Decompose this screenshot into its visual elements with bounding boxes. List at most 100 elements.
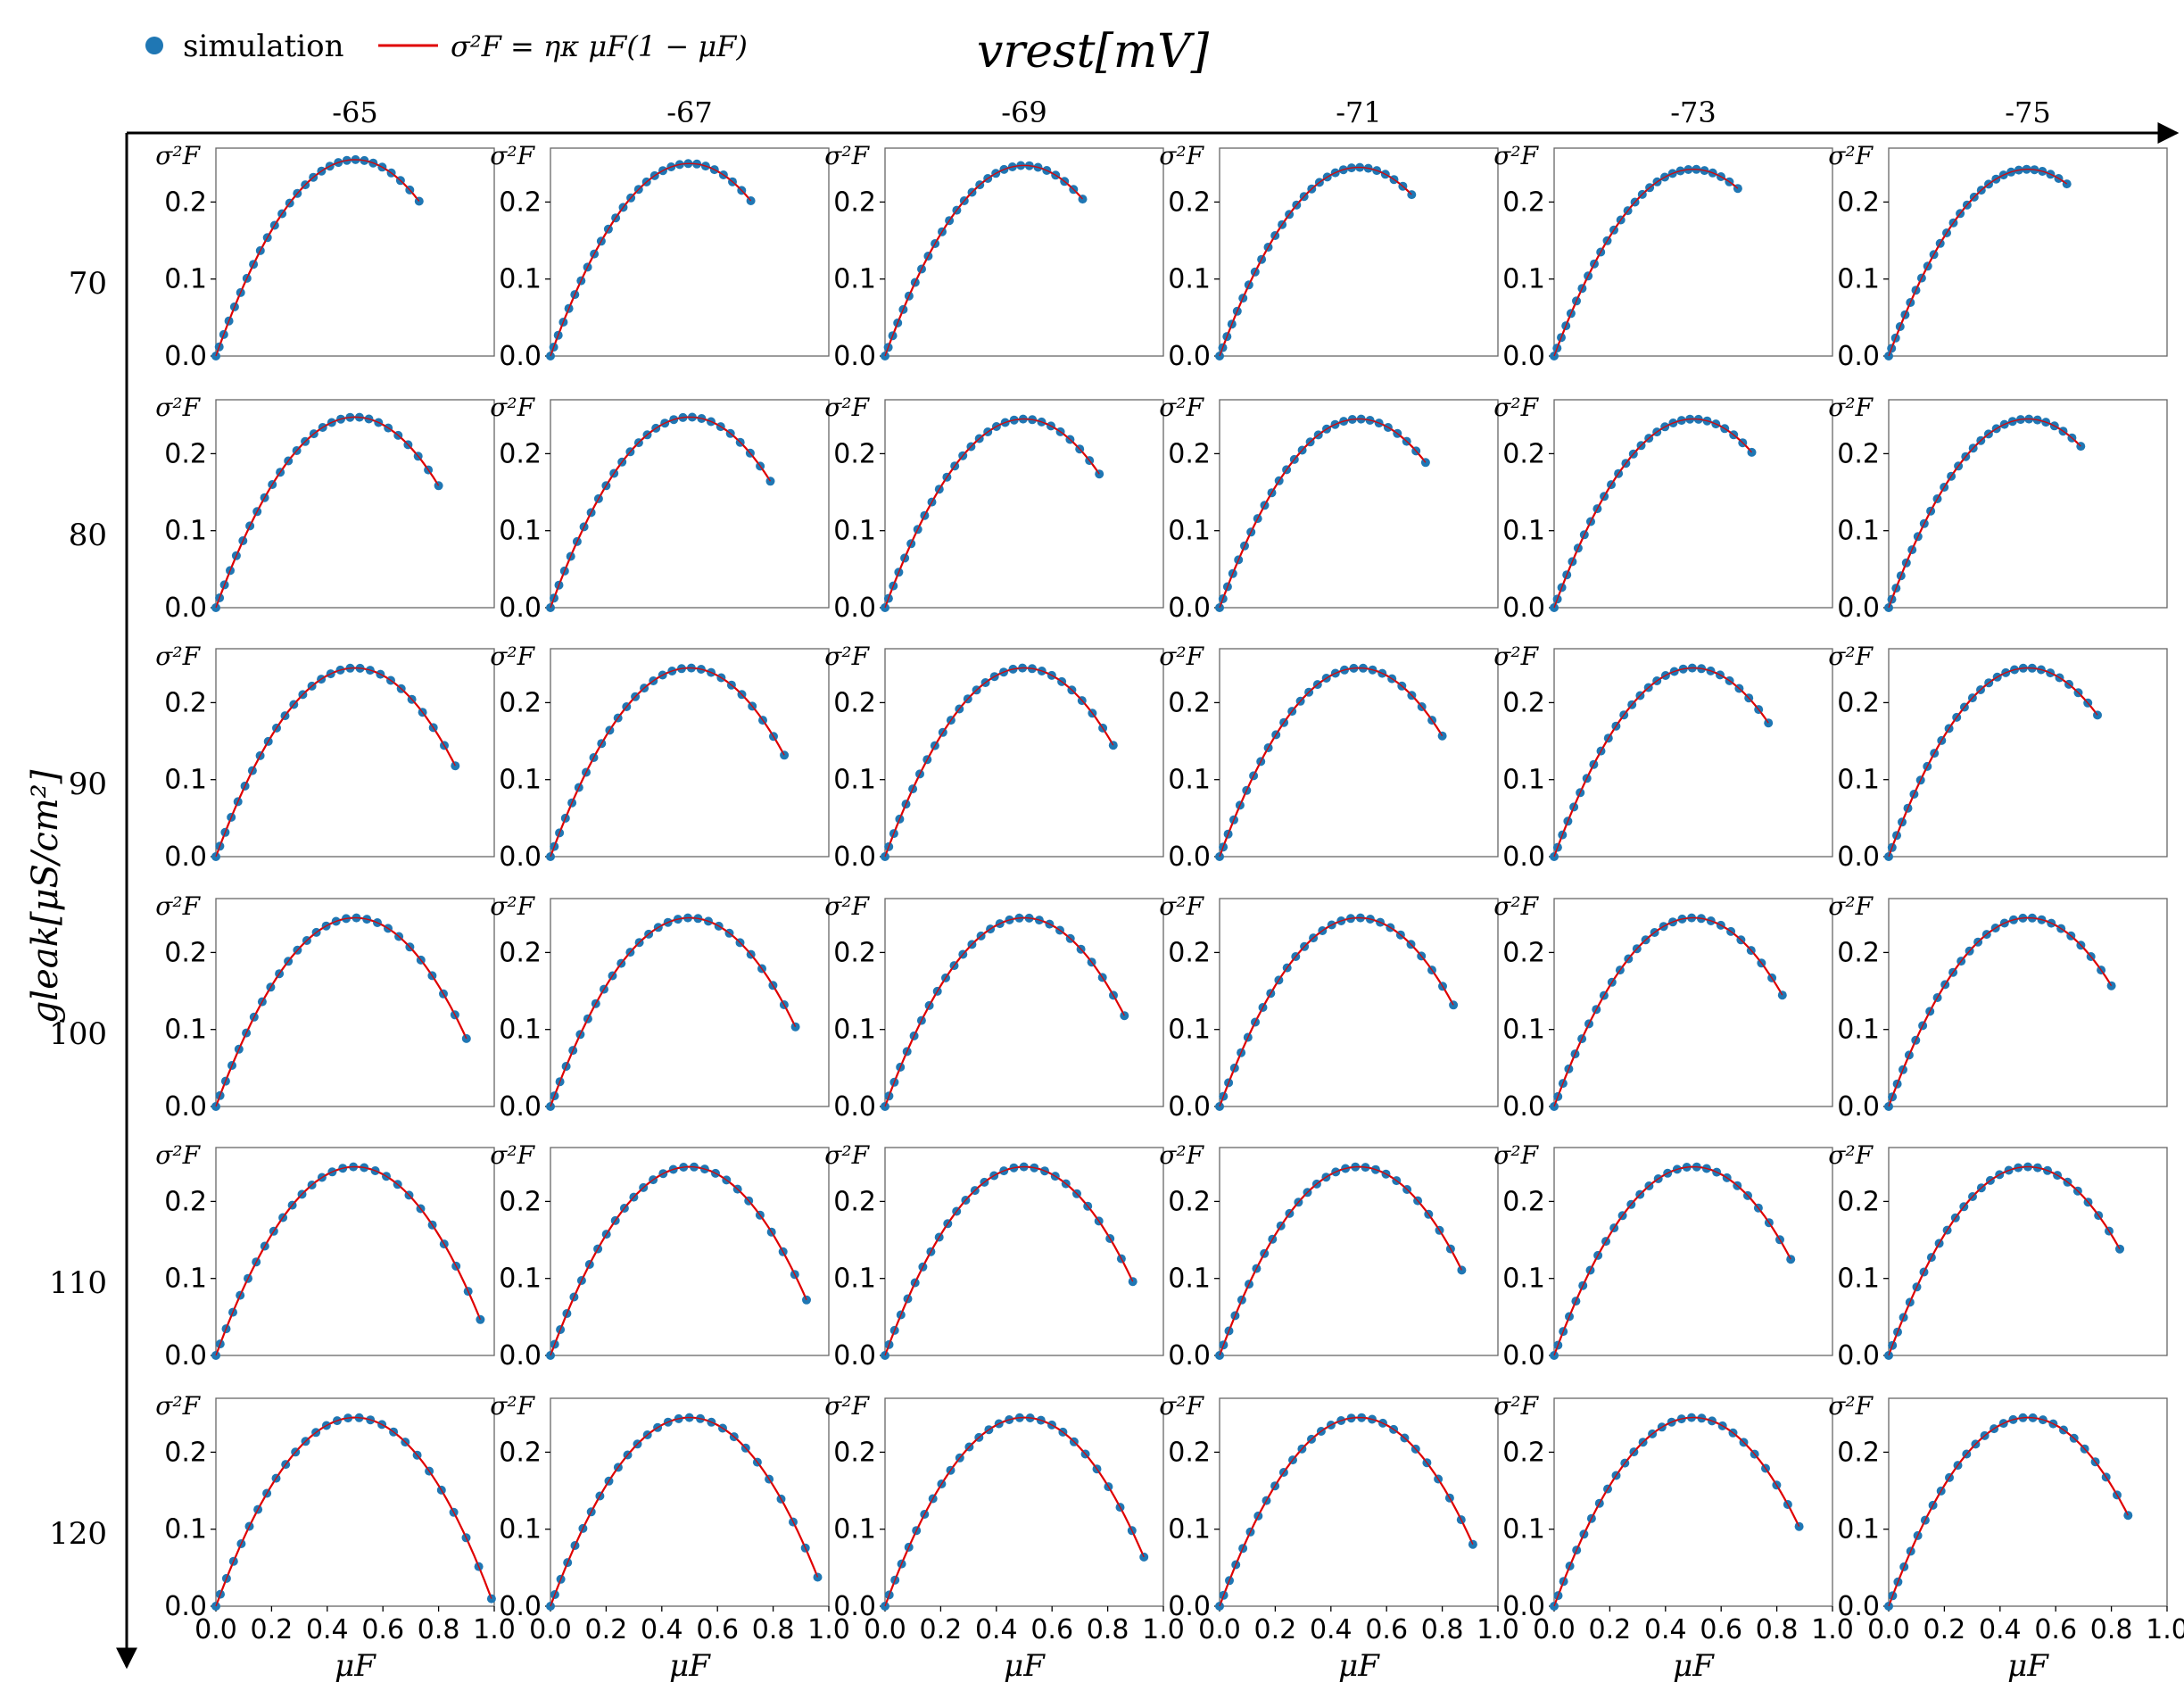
y-tick-label: 0.0	[1837, 593, 1880, 624]
y-tick-label: 0.2	[164, 1437, 207, 1468]
y-axis-label: σ²F	[155, 393, 201, 422]
y-tick-label: 0.2	[1168, 186, 1211, 218]
y-tick-label: 0.2	[164, 687, 207, 718]
y-tick-label: 0.2	[164, 937, 207, 968]
x-tick-label: 0.4	[306, 1614, 349, 1645]
y-tick-label: 0.1	[833, 1264, 876, 1295]
y-tick-label: 0.0	[1837, 841, 1880, 873]
panel: 0.0 0.1 0.2 σ²F	[490, 642, 830, 873]
y-tick-label: 0.1	[1837, 1514, 1880, 1546]
panel-frame	[1553, 1397, 1833, 1607]
x-tick-label: 0.8	[1087, 1614, 1129, 1645]
y-tick-label: 0.1	[1502, 516, 1545, 547]
y-axis-label: σ²F	[824, 393, 870, 422]
x-axis-label: μF	[1338, 1648, 1380, 1684]
y-axis-label: σ²F	[1493, 891, 1539, 921]
fit-curve-overlay	[884, 1165, 1134, 1356]
y-tick-label: 0.0	[499, 841, 542, 873]
y-tick-label: 0.2	[1502, 186, 1545, 218]
panel-frame	[1888, 147, 2168, 357]
y-tick-label: 0.2	[499, 937, 542, 968]
x-tick-label: 0.4	[1979, 1614, 2022, 1645]
panel-frame	[1553, 1147, 1833, 1356]
panel-frame	[1888, 898, 2168, 1107]
fit-curve	[1218, 418, 1427, 609]
y-tick-label: 0.2	[833, 687, 876, 718]
y-axis-label: σ²F	[490, 1391, 535, 1421]
panel-frame	[1219, 1147, 1499, 1356]
y-tick-label: 0.2	[499, 1186, 542, 1217]
y-tick-label: 0.2	[164, 186, 207, 218]
fit-curve	[1887, 1165, 2121, 1356]
y-tick-label: 0.1	[164, 264, 207, 295]
y-axis-label: σ²F	[155, 141, 201, 170]
y-tick-label: 0.2	[1502, 1186, 1545, 1217]
fit-curve-overlay	[215, 1416, 492, 1607]
panel-frame	[215, 147, 495, 357]
y-axis-label: σ²F	[1493, 393, 1539, 422]
fit-curve	[1552, 1165, 1792, 1356]
row-label: 110	[49, 1265, 107, 1301]
column-labels: -65 -67 -69 -71 -73 -75	[332, 95, 2051, 129]
panel-frame	[1888, 648, 2168, 858]
panel: 0.0 0.1 0.2 σ²F	[1493, 393, 1833, 624]
panel-frame	[884, 648, 1164, 858]
panel: 0.0 0.1 0.2 σ²F	[824, 393, 1164, 624]
panel: 0.0 0.1 0.2 σ²F	[1828, 891, 2168, 1123]
x-tick-label: 0.0	[194, 1614, 237, 1645]
y-tick-label: 0.2	[833, 1186, 876, 1217]
y-tick-label: 0.0	[1502, 1591, 1545, 1622]
panel: 0.0 0.1 0.2 σ²F 0.0 0.2 0.4 0.6 0.8 1.0 μF	[1159, 1391, 1519, 1684]
panel: 0.0 0.1 0.2 σ²F	[824, 642, 1164, 873]
x-tick-label: 0.6	[696, 1614, 739, 1645]
y-tick-label: 0.0	[1837, 1091, 1880, 1123]
panel: 0.0 0.1 0.2 σ²F	[1828, 141, 2168, 372]
fit-curve-overlay	[884, 916, 1125, 1107]
panel-frame	[550, 898, 830, 1107]
fit-curve-overlay	[1219, 667, 1444, 858]
y-tick-label: 0.0	[164, 593, 207, 624]
panel-frame	[884, 1397, 1164, 1607]
x-tick-label: 0.2	[1923, 1614, 1966, 1645]
fit-curve-overlay	[884, 1416, 1145, 1607]
x-tick-label: 0.8	[1421, 1614, 1464, 1645]
x-tick-label: 0.8	[418, 1614, 460, 1645]
panel: 0.0 0.1 0.2 σ²F	[1159, 141, 1499, 372]
panel: 0.0 0.1 0.2 σ²F	[1493, 141, 1833, 372]
x-tick-label: 0.2	[920, 1614, 963, 1645]
panel: 0.0 0.1 0.2 σ²F 0.0 0.2 0.4 0.6 0.8 1.0 μF	[1493, 1391, 1854, 1684]
y-tick-label: 0.1	[1168, 1015, 1211, 1046]
y-tick-label: 0.0	[1837, 341, 1880, 372]
y-tick-label: 0.1	[164, 765, 207, 796]
fit-curve-overlay	[1888, 916, 2113, 1107]
panel: 0.0 0.1 0.2 σ²F	[155, 642, 495, 873]
panel-frame	[215, 898, 495, 1107]
y-tick-label: 0.2	[1168, 1437, 1211, 1468]
panel-frame	[1553, 147, 1833, 357]
y-tick-label: 0.0	[499, 341, 542, 372]
y-tick-label: 0.0	[164, 1591, 207, 1622]
x-tick-label: 0.6	[1365, 1614, 1408, 1645]
x-axis-label: μF	[1004, 1648, 1046, 1684]
y-tick-label: 0.2	[1837, 687, 1880, 718]
panel-frame	[550, 147, 830, 357]
y-tick-label: 0.0	[1502, 1091, 1545, 1123]
y-axis-label: σ²F	[1159, 642, 1204, 671]
y-tick-label: 0.0	[1168, 1340, 1211, 1372]
x-tick-label: 1.0	[2146, 1614, 2184, 1645]
y-tick-label: 0.1	[164, 1264, 207, 1295]
panel: 0.0 0.1 0.2 σ²F	[1493, 891, 1833, 1123]
fit-curve	[549, 162, 752, 357]
y-tick-label: 0.0	[1168, 341, 1211, 372]
y-axis-label: σ²F	[1493, 1391, 1539, 1421]
y-tick-label: 0.0	[1502, 1340, 1545, 1372]
x-tick-label: 0.8	[1756, 1614, 1799, 1645]
y-tick-label: 0.2	[1502, 937, 1545, 968]
x-tick-label: 0.2	[585, 1614, 628, 1645]
column-label: -71	[1336, 95, 1382, 129]
fit-curve-overlay	[1219, 1416, 1474, 1607]
panel-frame	[1219, 147, 1499, 357]
fit-curve-overlay	[1553, 667, 1769, 858]
fit-curve	[1552, 168, 1739, 357]
